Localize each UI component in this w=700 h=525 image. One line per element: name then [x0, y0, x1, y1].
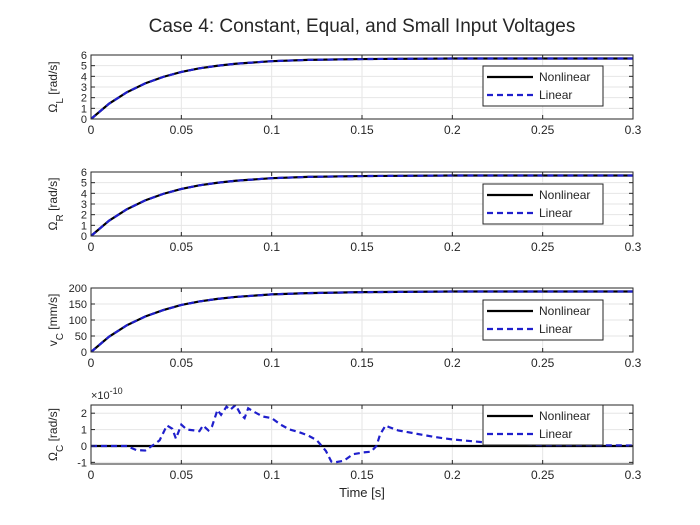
x-tick-label: 0.15: [350, 123, 374, 137]
x-tick-label: 0.1: [263, 468, 280, 482]
y-axis-label: ΩR [rad/s]: [46, 178, 66, 231]
x-tick-label: 0.25: [531, 240, 555, 254]
x-tick-label: 0.2: [444, 356, 461, 370]
y-tick-label: 2: [81, 93, 87, 105]
legend-label-nonlinear: Nonlinear: [539, 70, 590, 84]
x-tick-label: 0.1: [263, 356, 280, 370]
y-tick-label: 0: [81, 441, 87, 453]
legend-box: [482, 404, 604, 446]
x-tick-label: 0.3: [625, 468, 642, 482]
y-exponent-label: ×10-10: [91, 386, 123, 402]
x-tick-label: 0.25: [531, 356, 555, 370]
y-tick-label: 4: [81, 188, 87, 200]
series-line-linear: [91, 290, 633, 352]
series-line-linear: [91, 57, 633, 119]
y-tick-label: -1: [77, 457, 87, 469]
y-axis-label: ΩC [rad/s]: [46, 408, 66, 461]
legend: Nonlinear Linear: [482, 299, 604, 341]
y-tick-label: 3: [81, 82, 87, 94]
x-tick-label: 0: [88, 356, 95, 370]
legend-label-nonlinear: Nonlinear: [539, 409, 590, 423]
y-tick-label: 200: [69, 283, 87, 295]
x-tick-label: 0.3: [625, 123, 642, 137]
legend: Nonlinear Linear: [482, 65, 604, 107]
y-axis-label: vC [mm/s]: [46, 294, 66, 347]
x-tick-label: 0.15: [350, 356, 374, 370]
x-tick-label: 0.2: [444, 468, 461, 482]
legend-label-linear: Linear: [539, 427, 572, 441]
x-tick-label: 0.1: [263, 123, 280, 137]
y-tick-label: 1: [81, 103, 87, 115]
x-tick-label: 0: [88, 240, 95, 254]
figure-title: Case 4: Constant, Equal, and Small Input…: [149, 16, 576, 37]
x-tick-label: 0.05: [170, 240, 194, 254]
y-tick-label: 0: [81, 114, 87, 126]
y-tick-label: 6: [81, 167, 87, 179]
legend: Nonlinear Linear: [482, 404, 604, 446]
x-tick-label: 0.2: [444, 240, 461, 254]
series-line-linear: [91, 174, 633, 236]
y-tick-label: 150: [69, 299, 87, 311]
y-tick-label: 0: [81, 347, 87, 359]
legend-label-linear: Linear: [539, 206, 572, 220]
legend-label-linear: Linear: [539, 322, 572, 336]
y-tick-label: 6: [81, 50, 87, 62]
y-tick-label: 3: [81, 199, 87, 211]
x-tick-label: 0: [88, 468, 95, 482]
legend-box: [482, 299, 604, 341]
y-tick-label: 2: [81, 408, 87, 420]
x-tick-label: 0.1: [263, 240, 280, 254]
y-tick-label: 0: [81, 231, 87, 243]
x-tick-label: 0.15: [350, 240, 374, 254]
legend: Nonlinear Linear: [482, 183, 604, 225]
y-tick-label: 2: [81, 210, 87, 222]
x-tick-label: 0.25: [531, 468, 555, 482]
y-axis-label: ΩL [rad/s]: [46, 61, 66, 112]
y-tick-label: 100: [69, 315, 87, 327]
x-tick-label: 0.05: [170, 468, 194, 482]
legend-label-nonlinear: Nonlinear: [539, 304, 590, 318]
x-axis-label: Time [s]: [339, 485, 385, 500]
y-tick-label: 50: [75, 331, 87, 343]
x-tick-label: 0.3: [625, 356, 642, 370]
x-tick-label: 0.05: [170, 356, 194, 370]
series-line-linear: [91, 405, 633, 464]
legend-box: [482, 65, 604, 107]
y-tick-label: 4: [81, 71, 87, 83]
legend-label-linear: Linear: [539, 88, 572, 102]
legend-box: [482, 183, 604, 225]
y-tick-label: 1: [81, 425, 87, 437]
legend-label-nonlinear: Nonlinear: [539, 188, 590, 202]
x-tick-label: 0.05: [170, 123, 194, 137]
y-tick-label: 1: [81, 220, 87, 232]
x-tick-label: 0: [88, 123, 95, 137]
y-tick-label: 5: [81, 61, 87, 73]
x-tick-label: 0.2: [444, 123, 461, 137]
x-tick-label: 0.25: [531, 123, 555, 137]
x-tick-label: 0.15: [350, 468, 374, 482]
y-tick-label: 5: [81, 178, 87, 190]
x-tick-label: 0.3: [625, 240, 642, 254]
